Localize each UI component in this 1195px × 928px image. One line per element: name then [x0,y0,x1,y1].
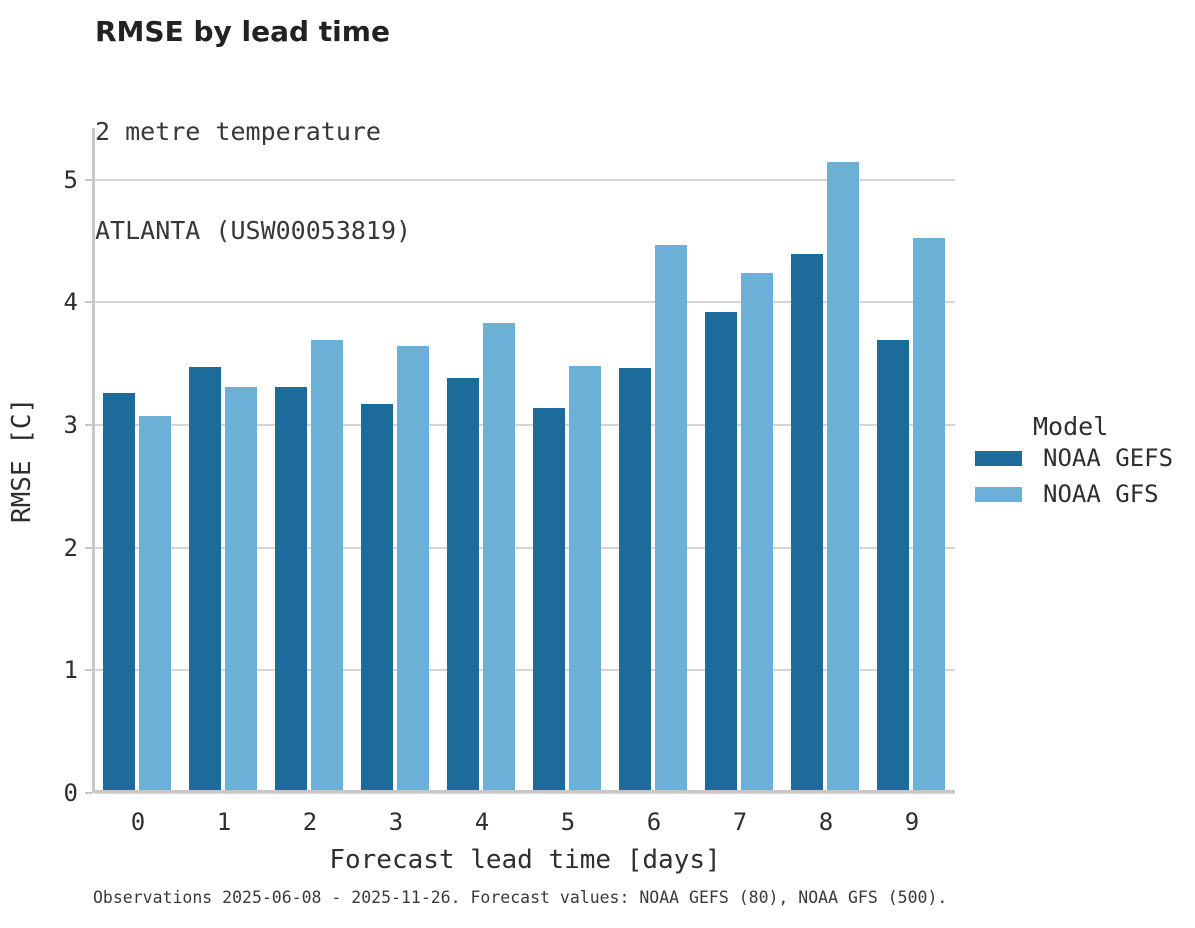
legend-item-label: NOAA GFS [1043,480,1159,508]
bar-group-lead-7 [697,128,783,793]
y-tick-mark-4 [85,301,92,304]
x-tick-labels: 0 1 2 3 4 5 6 7 8 9 [95,808,955,836]
y-tick-mark-2 [85,546,92,549]
bar-noaa-gfs-lead-2 [311,340,343,793]
legend-item-noaa-gfs: NOAA GFS [975,476,1173,512]
legend-swatch-noaa-gefs [975,450,1022,466]
x-tick-label-4: 4 [474,808,490,836]
x-tick-label-0: 0 [130,808,146,836]
chart-subtitle-line2: ATLANTA (USW00053819) [95,216,412,245]
footer-caption: Observations 2025-06-08 - 2025-11-26. Fo… [93,888,948,907]
bar-group-lead-2 [267,128,353,793]
y-axis-label: RMSE [C] [7,397,37,524]
bar-noaa-gfs-lead-5 [569,366,601,793]
x-axis-baseline [92,790,955,793]
bar-group-lead-6 [611,128,697,793]
y-tick-label-1: 1 [63,656,78,685]
bar-noaa-gefs-lead-0 [103,393,135,793]
legend-swatch-noaa-gfs [975,486,1022,502]
gridline-y-5 [95,178,955,181]
y-tick-label-5: 5 [63,165,78,194]
x-tick-label-8: 8 [818,808,834,836]
bar-noaa-gfs-lead-3 [397,346,429,793]
x-tick-label-3: 3 [388,808,404,836]
x-tick-label-1: 1 [216,808,232,836]
bar-noaa-gfs-lead-8 [827,162,859,793]
y-tick-mark-3 [85,423,92,426]
bar-noaa-gefs-lead-3 [361,404,393,793]
bar-group-lead-8 [783,128,869,793]
bar-group-lead-3 [353,128,439,793]
bar-noaa-gefs-lead-8 [791,254,823,793]
y-tick-label-3: 3 [63,410,78,439]
bar-group-lead-1 [181,128,267,793]
x-tick-label-9: 9 [904,808,920,836]
bar-noaa-gfs-lead-1 [225,386,257,793]
chart-title: RMSE by lead time [95,15,390,48]
chart-subtitle: 2 metre temperature ATLANTA (USW00053819… [95,49,411,313]
bar-noaa-gfs-lead-7 [741,272,773,793]
bar-noaa-gfs-lead-9 [913,238,945,793]
legend-item-label: NOAA GEFS [1043,444,1174,472]
chart-subtitle-line1: 2 metre temperature [95,117,381,146]
bar-noaa-gefs-lead-2 [275,386,307,793]
bar-group-lead-5 [525,128,611,793]
bar-noaa-gefs-lead-6 [619,368,651,793]
bar-noaa-gefs-lead-1 [189,367,221,793]
y-tick-label-2: 2 [63,533,78,562]
bar-noaa-gefs-lead-5 [533,407,565,793]
legend: Model NOAA GEFS NOAA GFS [975,414,1173,512]
bar-noaa-gefs-lead-9 [877,340,909,793]
y-tick-mark-1 [85,669,92,672]
bar-group-lead-4 [439,128,525,793]
y-tick-label-4: 4 [63,288,78,317]
y-tick-mark-5 [85,178,92,181]
gridline-y-3 [95,423,955,426]
gridline-y-2 [95,546,955,549]
y-tick-label-0: 0 [63,779,78,807]
gridline-y-0 [95,792,955,794]
y-axis-line [92,128,95,793]
bar-noaa-gefs-lead-4 [447,378,479,793]
x-tick-label-5: 5 [560,808,576,836]
x-axis-label: Forecast lead time [days] [329,845,721,875]
plot-area [95,128,955,794]
bar-noaa-gfs-lead-4 [483,323,515,793]
bar-noaa-gfs-lead-6 [655,244,687,793]
bar-noaa-gefs-lead-7 [705,312,737,793]
gridline-y-4 [95,301,955,304]
legend-item-noaa-gefs: NOAA GEFS [975,440,1173,476]
legend-title: Model [1033,412,1109,441]
x-tick-label-2: 2 [302,808,318,836]
gridline-y-1 [95,669,955,672]
bar-noaa-gfs-lead-0 [139,416,171,793]
x-tick-label-7: 7 [732,808,748,836]
y-tick-mark-0 [85,792,92,794]
x-tick-label-6: 6 [646,808,662,836]
bar-group-lead-0 [95,128,181,793]
bar-group-lead-9 [869,128,955,793]
y-tick-labels: 0 1 2 3 4 5 [38,128,78,806]
